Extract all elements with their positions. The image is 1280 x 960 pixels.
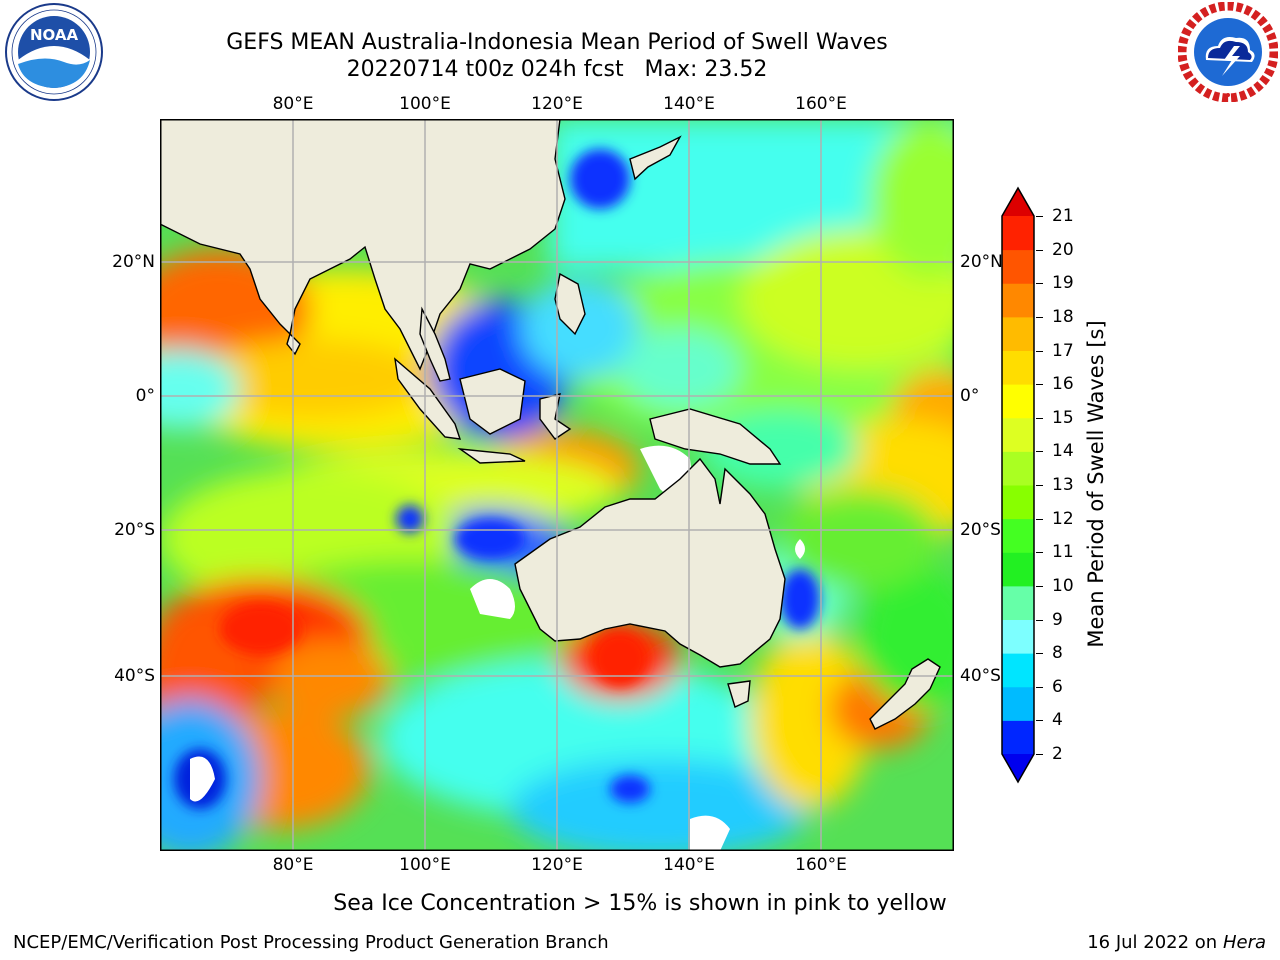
colorbar-tick-mark — [1036, 754, 1043, 755]
colorbar-tick-mark — [1036, 249, 1043, 251]
colorbar-tick-label: 2 — [1052, 744, 1063, 764]
colorbar-tick-mark — [1036, 485, 1043, 486]
colorbar-segment — [1002, 485, 1034, 520]
lon-label-bottom: 100°E — [399, 855, 451, 875]
colorbar-segment — [1002, 686, 1034, 721]
colorbar-tick-label: 13 — [1052, 475, 1074, 495]
map-subtitle: 20220714 t00z 024h fcst Max: 23.52 — [346, 57, 768, 82]
colorbar-tick-mark — [1036, 216, 1043, 217]
colorbar-tick-mark — [1036, 451, 1043, 453]
lon-label-bottom: 140°E — [663, 855, 715, 875]
colorbar-tick-label: 8 — [1052, 643, 1063, 664]
colorbar-segment — [1002, 283, 1034, 318]
colorbar-tick-label: 16 — [1052, 374, 1074, 395]
noaa-logo: NOAA — [4, 2, 104, 102]
map-title: GEFS MEAN Australia-Indonesia Mean Perio… — [226, 30, 888, 55]
colorbar-segment — [1002, 619, 1034, 654]
noaa-logo-text: NOAA — [30, 26, 79, 44]
lon-label-top: 160°E — [795, 94, 847, 114]
lat-label-right: 40°S — [960, 666, 1001, 686]
colorbar-under-arrow — [1002, 754, 1034, 782]
colorbar-segment — [1002, 384, 1034, 419]
colorbar-tick-label: 19 — [1052, 273, 1074, 294]
colorbar-segment — [1002, 720, 1034, 755]
colorbar-tick-mark — [1036, 619, 1043, 621]
lon-label-bottom: 80°E — [272, 855, 314, 875]
colorbar-tick-mark — [1036, 585, 1043, 587]
colorbar-segment — [1002, 653, 1034, 688]
colorbar-label: Mean Period of Swell Waves [s] — [1084, 320, 1108, 648]
sea-ice-note: Sea Ice Concentration > 15% is shown in … — [333, 891, 947, 916]
colorbar-segment — [1002, 216, 1034, 251]
lon-label-top: 100°E — [399, 94, 451, 114]
lat-label-left: 20°S — [114, 520, 155, 540]
footer-branch: NCEP/EMC/Verification Post Processing Pr… — [13, 932, 609, 953]
colorbar-segment — [1002, 350, 1034, 385]
colorbar-tick-label: 18 — [1052, 306, 1074, 327]
colorbar-tick-label: 15 — [1052, 407, 1074, 428]
colorbar-ticks: 2 4 6 8 9 10 11 12 13 14 15 16 17 18 19 20 21 — [1036, 0, 1100, 960]
colorbar-tick-label: 4 — [1052, 710, 1063, 731]
colorbar-tick-mark — [1036, 417, 1043, 419]
lat-label-left: 40°S — [114, 666, 155, 686]
lon-label-top: 80°E — [272, 94, 314, 114]
colorbar-tick-mark — [1036, 384, 1043, 386]
colorbar-tick-label: 21 — [1052, 206, 1074, 226]
colorbar-tick-mark — [1036, 720, 1043, 722]
lat-label-left: 0° — [135, 386, 155, 406]
map-svg — [160, 119, 954, 851]
lon-label-top: 120°E — [531, 94, 583, 114]
footer-host: Hera — [1222, 932, 1266, 953]
colorbar-segment — [1002, 249, 1034, 284]
colorbar-tick-mark — [1036, 518, 1043, 520]
colorbar-tick-label: 17 — [1052, 340, 1074, 361]
lon-label-bottom: 120°E — [531, 855, 583, 875]
lat-label-right: 20°N — [960, 252, 1003, 272]
colorbar-tick-label: 20 — [1052, 239, 1074, 260]
footer-date-text: 16 Jul 2022 on — [1087, 932, 1223, 953]
colorbar-tick-mark — [1036, 350, 1043, 352]
land — [160, 119, 941, 730]
colorbar-tick-label: 14 — [1052, 441, 1074, 462]
colorbar-tick-label: 12 — [1052, 508, 1074, 529]
lon-label-bottom: 160°E — [795, 855, 847, 875]
colorbar-tick-mark — [1036, 283, 1043, 285]
colorbar-tick-mark — [1036, 653, 1043, 655]
colorbar-tick-label: 11 — [1052, 542, 1074, 563]
colorbar-tick-label: 10 — [1052, 575, 1074, 596]
colorbar-over-arrow — [1002, 188, 1034, 216]
colorbar-tick-label: 6 — [1052, 676, 1063, 697]
colorbar-segment — [1002, 518, 1034, 553]
colorbar-segment — [1002, 585, 1034, 620]
colorbar-tick-mark — [1036, 552, 1043, 554]
colorbar-segment — [1002, 451, 1034, 486]
colorbar-segment — [1002, 552, 1034, 587]
no-data-patch — [470, 579, 515, 619]
colorbar-tick-mark — [1036, 316, 1043, 318]
colorbar — [1000, 186, 1036, 784]
colorbar-tick-mark — [1036, 686, 1043, 688]
footer-date: 16 Jul 2022 on Hera — [1087, 932, 1266, 953]
colorbar-segment — [1002, 417, 1034, 452]
lat-label-right: 20°S — [960, 520, 1001, 540]
graticule — [160, 119, 954, 851]
lat-label-right: 0° — [960, 386, 980, 406]
colorbar-tick-label: 9 — [1052, 609, 1063, 630]
lat-label-left: 20°N — [112, 252, 155, 272]
nws-logo — [1177, 1, 1279, 103]
lon-label-top: 140°E — [663, 94, 715, 114]
map-panel — [160, 119, 954, 851]
colorbar-segment — [1002, 316, 1034, 351]
